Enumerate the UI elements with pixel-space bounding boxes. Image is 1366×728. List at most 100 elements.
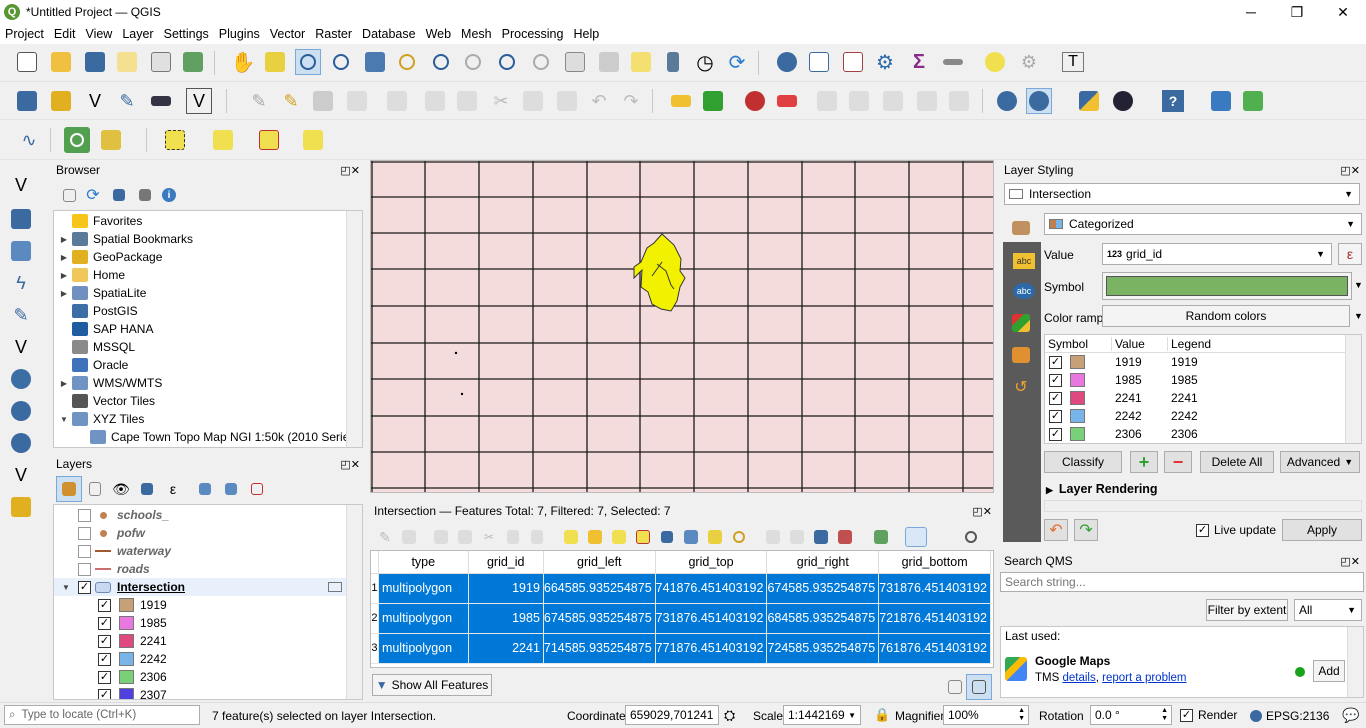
report-problem-link[interactable]: report a problem (1102, 672, 1187, 684)
expand-arrow-icon[interactable]: ▶ (60, 234, 68, 244)
select-by-value-icon[interactable] (210, 127, 236, 153)
zoom-in-icon[interactable] (295, 49, 321, 75)
filter-by-expression-icon[interactable]: ε (169, 481, 177, 497)
save-edits-icon[interactable] (310, 88, 336, 114)
legend-class-item[interactable]: ✓ 2241 (54, 632, 362, 650)
python-console-icon[interactable] (1076, 88, 1102, 114)
browser-item[interactable]: Cape Town Topo Map NGI 1:50k (2010 Serie… (54, 428, 362, 446)
row-number[interactable]: 2 (371, 603, 379, 634)
new-print-layout-icon[interactable] (114, 49, 140, 75)
expand-all-icon[interactable] (192, 476, 218, 502)
class-checkbox[interactable]: ✓ (1049, 373, 1062, 387)
change-label-icon[interactable] (914, 88, 940, 114)
map-tips-icon[interactable] (982, 49, 1008, 75)
symbol-button[interactable] (1102, 272, 1352, 300)
add-delimited-text-icon[interactable]: ϟ (16, 272, 26, 293)
menu-settings[interactable]: Settings (163, 27, 209, 41)
search-plugin-icon[interactable] (64, 127, 90, 153)
undo-style-button[interactable]: ↶ (1044, 519, 1068, 541)
expand-arrow-icon[interactable]: ▶ (60, 378, 68, 388)
style-manager-icon[interactable] (180, 49, 206, 75)
legend-class-item[interactable]: ✓ 1919 (54, 596, 362, 614)
row-number[interactable]: 1 (371, 573, 379, 604)
render-checkbox[interactable]: ✓ Render (1180, 708, 1237, 722)
delete-selected-icon[interactable] (454, 88, 480, 114)
styling-layer-select[interactable]: Intersection ▼ (1004, 183, 1360, 205)
intersection-feature[interactable] (633, 233, 686, 312)
expression-button[interactable]: ε (1338, 243, 1362, 265)
table-row[interactable]: 3 multipolygon 2241 714585.935254875 771… (371, 633, 991, 664)
current-edits-icon[interactable]: ✎ (251, 90, 267, 111)
text-annotation-icon[interactable]: T (1062, 52, 1084, 72)
show-bookmarks-icon[interactable] (660, 49, 686, 75)
layer-visibility-checkbox[interactable] (78, 508, 91, 522)
live-update-checkbox[interactable]: ✓ Live update (1196, 523, 1276, 537)
layers-scrollbar[interactable] (346, 505, 362, 699)
column-header-grid-left[interactable]: grid_left (543, 551, 656, 574)
table-filter-icon[interactable] (654, 524, 680, 550)
class-symbol-swatch[interactable] (1070, 355, 1085, 369)
menu-mesh[interactable]: Mesh (461, 27, 492, 41)
toolbox-gear-icon[interactable]: ⚙ (876, 51, 894, 74)
maximize-button[interactable]: ❐ (1290, 3, 1304, 20)
table-paste-icon[interactable] (524, 524, 550, 550)
new-temporary-layer-icon[interactable]: V (186, 88, 212, 114)
cut-features-icon[interactable]: ✂ (493, 90, 509, 111)
table-cut-icon[interactable]: ✂ (483, 530, 495, 544)
history-tab-icon[interactable]: ↺ (1014, 379, 1028, 396)
deselect-all-icon[interactable] (256, 127, 282, 153)
paint-brush-icon[interactable] (1008, 215, 1034, 241)
zoom-to-selected-icon[interactable] (726, 524, 752, 550)
redo-icon[interactable]: ↷ (623, 90, 639, 111)
menu-edit[interactable]: Edit (53, 27, 76, 41)
table-row[interactable]: 2 multipolygon 1985 674585.935254875 731… (371, 603, 991, 634)
3d-view-tab-icon[interactable] (1008, 310, 1034, 336)
move-selection-top-icon[interactable] (678, 524, 704, 550)
cell-type[interactable]: multipolygon (378, 573, 469, 604)
rotate-label-icon[interactable] (880, 88, 906, 114)
layer-visibility-checkbox[interactable]: ✓ (98, 652, 111, 666)
pin-labels-icon[interactable] (774, 88, 800, 114)
expand-arrow-icon[interactable]: ▶ (60, 270, 68, 280)
table-delete-icon[interactable] (452, 524, 478, 550)
class-checkbox[interactable]: ✓ (1049, 391, 1062, 405)
add-gps-layer-icon[interactable]: ✎ (13, 304, 29, 325)
zoom-last-icon[interactable] (494, 49, 520, 75)
copy-features-icon[interactable] (520, 88, 546, 114)
masks-tab-icon[interactable]: abc (1013, 283, 1035, 299)
class-symbol-swatch[interactable] (1070, 391, 1085, 405)
globe-icon[interactable] (1110, 88, 1136, 114)
deselect-icon[interactable] (630, 524, 656, 550)
quickmapservices-icon[interactable] (1026, 88, 1052, 114)
table-copy-icon[interactable] (500, 524, 526, 550)
class-row[interactable]: ✓ 1919 1919 (1045, 353, 1361, 371)
new-geopackage-layer-icon[interactable] (48, 88, 74, 114)
toggle-extents-icon[interactable]: ⛭ (724, 707, 736, 723)
class-row[interactable]: ✓ 2242 2242 (1045, 407, 1361, 425)
browser-item[interactable]: ▶ GeoPackage (54, 248, 362, 266)
column-header-grid-id[interactable]: grid_id (468, 551, 544, 574)
conditional-formatting-icon[interactable] (832, 524, 858, 550)
measure-icon[interactable] (940, 49, 966, 75)
close-button[interactable]: ✕ (1337, 3, 1349, 20)
layer-visibility-checkbox[interactable]: ✓ (78, 580, 91, 594)
add-mesh-layer-icon[interactable] (8, 238, 34, 264)
class-checkbox[interactable]: ✓ (1049, 409, 1062, 423)
delete-all-button[interactable]: Delete All (1200, 451, 1274, 473)
add-class-button[interactable]: + (1130, 451, 1158, 473)
undo-icon[interactable]: ↶ (591, 90, 607, 111)
add-wfs-icon[interactable] (8, 398, 34, 424)
coordinate-input[interactable]: 659029,701241 (625, 705, 719, 725)
cell-type[interactable]: multipolygon (378, 633, 469, 664)
styling-hscrollbar[interactable] (1044, 500, 1362, 512)
layer-visibility-checkbox[interactable]: ✓ (98, 670, 111, 684)
table-row[interactable]: 1 multipolygon 1919 664585.935254875 741… (371, 573, 991, 604)
qms-filter-select[interactable]: All ▼ (1294, 599, 1362, 621)
scale-select[interactable]: 1:1442169 ▼ (783, 705, 861, 725)
collapse-arrow-icon[interactable]: ▼ (62, 582, 70, 592)
feature-action-icon[interactable]: ⚙ (1020, 51, 1038, 72)
open-attribute-table-icon[interactable] (806, 49, 832, 75)
identify-features-icon[interactable] (774, 49, 800, 75)
class-row[interactable]: ✓ 2241 2241 (1045, 389, 1361, 407)
menu-processing[interactable]: Processing (501, 27, 564, 41)
